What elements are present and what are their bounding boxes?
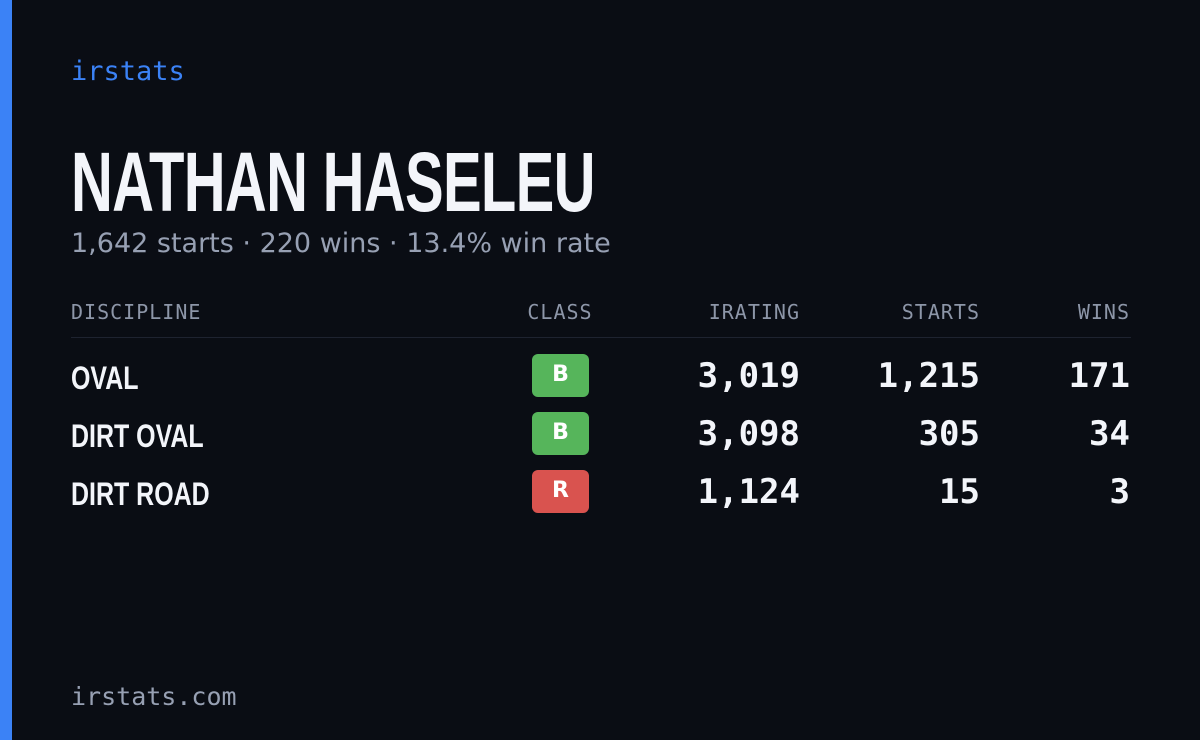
column-header: DISCIPLINE [71, 300, 202, 324]
class-badge: B [532, 354, 589, 397]
wins-value: 34 [1089, 414, 1130, 454]
accent-stripe [0, 0, 12, 740]
wins-value: 3 [1109, 472, 1130, 512]
discipline: DIRT ROAD [71, 476, 210, 512]
class-badge: R [532, 470, 589, 513]
column-header: STARTS [901, 300, 980, 324]
irating-value: 3,019 [697, 356, 800, 396]
starts-value: 1,215 [877, 356, 980, 396]
irating-value: 1,124 [697, 472, 800, 512]
discipline: OVAL [71, 360, 139, 396]
starts-value: 305 [918, 414, 980, 454]
discipline: DIRT OVAL [71, 418, 204, 454]
starts-value: 15 [939, 472, 980, 512]
brand: irstats [71, 56, 185, 87]
irating-value: 3,098 [697, 414, 800, 454]
wins-value: 171 [1068, 356, 1130, 396]
footer: irstats.com [71, 682, 237, 711]
column-header: IRATING [708, 300, 800, 324]
column-header: CLASS [527, 300, 593, 324]
summary: 1,642 starts · 220 wins · 13.4% win rate [71, 228, 611, 259]
class-badge: B [532, 412, 589, 455]
driver-name: NATHAN HASELEU [71, 135, 595, 229]
column-header: WINS [1077, 300, 1130, 324]
header-rule [71, 337, 1131, 338]
